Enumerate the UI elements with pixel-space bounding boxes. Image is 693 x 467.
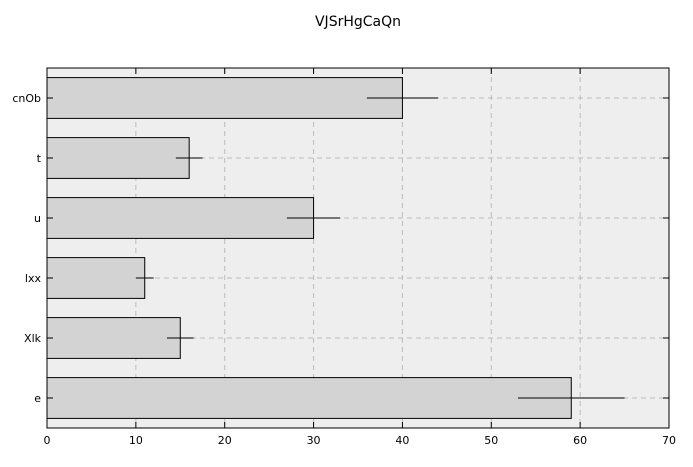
- x-tick-label: 20: [218, 434, 232, 447]
- bar-cnOb: [46, 77, 403, 119]
- x-tick-label: 30: [307, 434, 321, 447]
- bar-Xlk: [46, 317, 181, 359]
- plot-frame: [46, 67, 670, 429]
- y-category-label: lxx: [25, 272, 42, 285]
- x-tick-label: 0: [44, 434, 51, 447]
- x-tick-label: 70: [662, 434, 676, 447]
- x-tick-label: 40: [395, 434, 409, 447]
- x-tick-label: 60: [573, 434, 587, 447]
- plot-background: [47, 68, 669, 428]
- y-category-label: u: [34, 212, 41, 225]
- x-tick-label: 50: [484, 434, 498, 447]
- plot-area: [47, 68, 669, 428]
- y-category-label: Xlk: [24, 332, 42, 345]
- axes: 0 10 20 30 40 50 60 70 cnOb t u lxx Xlk e: [12, 67, 676, 447]
- bar-lxx: [46, 257, 146, 299]
- y-category-label: e: [34, 392, 41, 405]
- chart-title: VJSrHgCaQn: [315, 14, 401, 30]
- bar-e: [46, 377, 572, 419]
- bar-u: [46, 197, 315, 239]
- y-category-label: cnOb: [12, 92, 41, 105]
- bar-t: [46, 137, 190, 179]
- y-category-label: t: [37, 152, 42, 165]
- x-tick-label: 10: [129, 434, 143, 447]
